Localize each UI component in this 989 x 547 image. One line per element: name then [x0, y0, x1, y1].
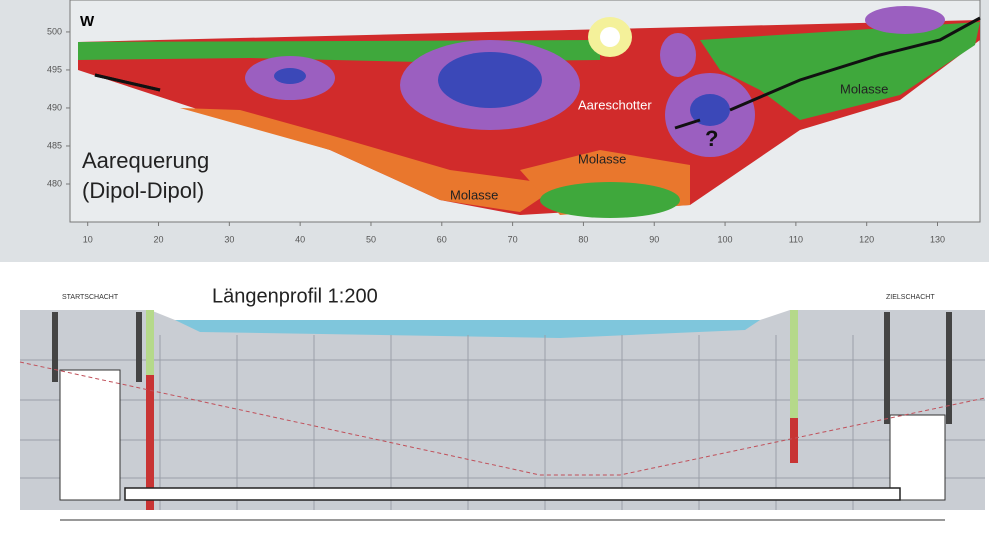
figure: W Aarequerung (Dipol-Dipol) Aareschotter…: [0, 0, 989, 547]
y-tick-label: 495: [47, 64, 62, 74]
y-tick-label: 490: [47, 102, 62, 112]
array-label: (Dipol-Dipol): [82, 178, 204, 203]
x-tick-label: 60: [437, 234, 447, 244]
y-tick-label: 480: [47, 178, 62, 188]
x-tick-label: 70: [508, 234, 518, 244]
tunnel: [125, 488, 900, 500]
borehole: [790, 418, 798, 463]
x-tick-label: 100: [718, 234, 733, 244]
molasse-label: Molasse: [840, 81, 888, 96]
molasse-label: Molasse: [578, 151, 626, 166]
method-label: Aarequerung: [82, 148, 209, 173]
y-tick-label: 500: [47, 26, 62, 36]
x-tick-label: 120: [859, 234, 874, 244]
x-tick-label: 110: [789, 234, 803, 244]
x-tick-label: 50: [366, 234, 376, 244]
start-shaft-label: STARTSCHACHT: [62, 294, 119, 301]
question-label: ?: [705, 126, 718, 151]
molasse-label: Molasse: [450, 187, 498, 202]
gravel-label: Aareschotter: [578, 97, 652, 112]
x-tick-label: 80: [578, 234, 588, 244]
borehole: [790, 310, 798, 418]
y-tick-label: 485: [47, 140, 62, 150]
x-tick-label: 20: [154, 234, 164, 244]
x-tick-label: 40: [295, 234, 305, 244]
x-tick-label: 10: [83, 234, 93, 244]
x-tick-label: 130: [930, 234, 945, 244]
target-shaft-label: ZIELSCHACHT: [886, 294, 935, 301]
x-tick-label: 30: [224, 234, 234, 244]
x-tick-label: 90: [649, 234, 659, 244]
ground: [20, 310, 985, 510]
corner-label: W: [80, 13, 95, 30]
borehole: [146, 310, 154, 375]
profile-title: Längenprofil 1:200: [212, 285, 378, 307]
